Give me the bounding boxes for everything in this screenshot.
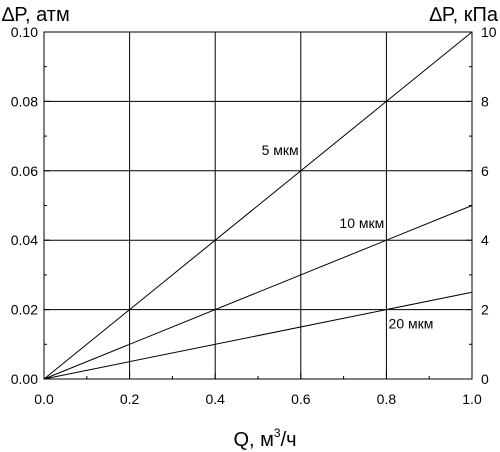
- series-label: 10 мкм: [339, 215, 384, 231]
- x-axis-title-superscript: 3: [274, 426, 281, 440]
- series-label: 5 мкм: [262, 142, 299, 158]
- x-axis-title: Q, м3/ч: [233, 426, 296, 451]
- x-tick-label: 0.6: [291, 391, 311, 407]
- y-right-tick-label: 10: [481, 24, 497, 40]
- x-tick-label: 0.2: [120, 391, 140, 407]
- x-tick-label: 0.0: [34, 391, 54, 407]
- x-tick-label: 1.0: [462, 391, 482, 407]
- series-label: 20 мкм: [389, 316, 434, 332]
- series-line: [43, 31, 473, 380]
- y-right-tick-label: 4: [481, 232, 489, 248]
- series-line: [43, 291, 473, 380]
- ticks: 0.0 0.2 0.4 0.6 0.8 1.0 0.00 0 0.02 2 0.04 4 0.06 6 0.…: [11, 24, 497, 407]
- y-left-tick-label: 0.06: [11, 163, 38, 179]
- series-labels: 5 мкм 10 мкм 20 мкм: [262, 142, 434, 332]
- y-right-tick-label: 0: [481, 371, 489, 387]
- series-line: [43, 205, 473, 380]
- y-left-tick-label: 0.08: [11, 93, 38, 109]
- series-lines: [43, 31, 473, 380]
- y-left-tick-label: 0.02: [11, 302, 38, 318]
- x-axis-title-main: Q, м: [233, 429, 273, 451]
- y-right-tick-label: 8: [481, 93, 489, 109]
- grid: [44, 32, 472, 379]
- y-left-tick-label: 0.04: [11, 232, 38, 248]
- x-tick-label: 0.4: [205, 391, 225, 407]
- y-axis-left-title: ∆P, атм: [2, 4, 70, 26]
- x-tick-label: 0.8: [377, 391, 397, 407]
- y-axis-right-title: ∆P, кПа: [430, 4, 499, 26]
- x-axis-title-tail: /ч: [281, 429, 297, 451]
- y-right-tick-label: 2: [481, 302, 489, 318]
- y-right-tick-label: 6: [481, 163, 489, 179]
- y-left-tick-label: 0.00: [11, 371, 38, 387]
- y-left-tick-label: 0.10: [11, 24, 38, 40]
